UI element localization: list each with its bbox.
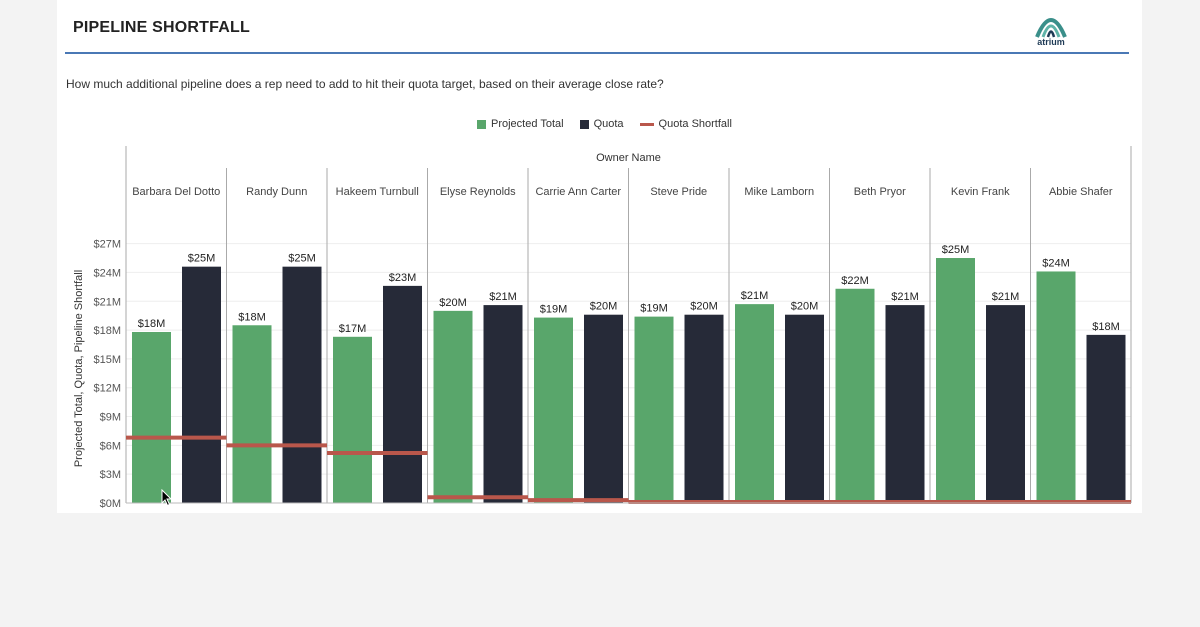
owner-name-label: Beth Pryor bbox=[854, 186, 906, 198]
column-header: Owner Name bbox=[596, 152, 661, 164]
owner-name-label: Mike Lamborn bbox=[744, 186, 814, 198]
y-tick-label: $15M bbox=[93, 354, 121, 366]
bar-projected-total bbox=[232, 325, 272, 503]
bar-label-projected-total: $18M bbox=[238, 311, 266, 323]
bar-projected-total bbox=[835, 288, 875, 503]
legend-item-quota[interactable]: Quota bbox=[579, 118, 624, 130]
bar-label-projected-total: $22M bbox=[841, 275, 869, 287]
legend-swatch-projected-total bbox=[477, 119, 486, 129]
page-title: PIPELINE SHORTFALL bbox=[73, 19, 250, 36]
chart-legend[interactable]: Projected Total Quota Quota Shortfall bbox=[477, 116, 748, 132]
bar-projected-total bbox=[534, 317, 573, 503]
bar-quota bbox=[282, 266, 322, 503]
chart-subtitle: How much additional pipeline does a rep … bbox=[66, 77, 664, 91]
bar-label-quota: $20M bbox=[690, 301, 718, 313]
bar-label-quota: $21M bbox=[489, 291, 517, 303]
bar-label-quota: $21M bbox=[992, 291, 1020, 303]
bar-quota bbox=[785, 314, 824, 503]
logo-text: atrium bbox=[1037, 37, 1065, 47]
owner-name-label: Elyse Reynolds bbox=[440, 186, 516, 198]
bar-label-quota: $23M bbox=[389, 272, 417, 284]
legend-label: Quota bbox=[593, 118, 624, 130]
y-tick-label: $27M bbox=[93, 239, 121, 251]
legend-swatch-quota bbox=[579, 119, 589, 129]
mouse-pointer-icon bbox=[161, 489, 173, 507]
y-tick-label: $6M bbox=[100, 440, 121, 452]
bar-label-quota: $25M bbox=[288, 253, 316, 265]
bar-label-quota: $18M bbox=[1092, 321, 1120, 333]
bar-projected-total bbox=[735, 304, 774, 503]
y-tick-label: $3M bbox=[100, 469, 121, 481]
owner-name-label: Abbie Shafer bbox=[1049, 186, 1113, 198]
bar-projected-total bbox=[936, 258, 975, 503]
bar-projected-total bbox=[433, 310, 473, 503]
bar-quota bbox=[1086, 334, 1126, 503]
bar-projected-total bbox=[333, 336, 372, 503]
legend-item-quota-shortfall[interactable]: Quota Shortfall bbox=[639, 118, 732, 130]
y-tick-label: $0M bbox=[100, 498, 121, 510]
bar-label-projected-total: $20M bbox=[439, 297, 467, 309]
bar-quota bbox=[584, 314, 623, 503]
owner-name-label: Steve Pride bbox=[650, 186, 707, 198]
bar-quota bbox=[986, 305, 1025, 503]
bar-label-projected-total: $24M bbox=[1042, 257, 1070, 269]
bar-quota bbox=[383, 285, 422, 503]
bar-projected-total bbox=[132, 331, 171, 503]
legend-label: Projected Total bbox=[491, 118, 564, 130]
bar-label-projected-total: $18M bbox=[138, 318, 166, 330]
dashboard-card: PIPELINE SHORTFALL atrium How much addit… bbox=[57, 0, 1142, 513]
owner-name-label: Kevin Frank bbox=[951, 186, 1010, 198]
bar-label-projected-total: $25M bbox=[942, 244, 970, 256]
bar-chart[interactable]: $0M $3M $6M $9M $12M $15M $18M $21M $24M $27M Proj… bbox=[57, 0, 1142, 513]
owner-name-label: Barbara Del Dotto bbox=[132, 186, 220, 198]
y-tick-label: $12M bbox=[93, 383, 121, 395]
bar-label-quota: $25M bbox=[188, 253, 216, 265]
bar-label-quota: $20M bbox=[590, 301, 618, 313]
bar-quota bbox=[684, 314, 724, 503]
bar-quota bbox=[483, 305, 523, 503]
y-tick-label: $18M bbox=[93, 325, 121, 337]
y-tick-label: $9M bbox=[100, 412, 121, 424]
bar-label-quota: $21M bbox=[891, 291, 919, 303]
bar-projected-total bbox=[634, 316, 674, 503]
bar-label-projected-total: $19M bbox=[640, 303, 668, 315]
owner-name-label: Hakeem Turnbull bbox=[336, 186, 419, 198]
owner-name-label: Carrie Ann Carter bbox=[535, 186, 621, 198]
y-axis-label: Projected Total, Quota, Pipeline Shortfa… bbox=[73, 270, 85, 467]
y-tick-label: $24M bbox=[93, 267, 121, 279]
bar-label-quota: $20M bbox=[791, 301, 819, 313]
atrium-logo-icon bbox=[1035, 18, 1067, 38]
bar-quota bbox=[885, 305, 925, 503]
legend-swatch-quota-shortfall bbox=[639, 122, 654, 126]
bar-projected-total bbox=[1036, 271, 1076, 503]
bar-label-projected-total: $17M bbox=[339, 323, 367, 335]
owner-name-label: Randy Dunn bbox=[246, 186, 307, 198]
legend-item-projected-total[interactable]: Projected Total bbox=[477, 118, 564, 130]
y-tick-label: $21M bbox=[93, 296, 121, 308]
title-divider bbox=[65, 52, 1129, 54]
bar-quota bbox=[182, 266, 221, 503]
bar-label-projected-total: $21M bbox=[741, 290, 769, 302]
bar-label-projected-total: $19M bbox=[540, 304, 568, 316]
legend-label: Quota Shortfall bbox=[658, 118, 732, 130]
